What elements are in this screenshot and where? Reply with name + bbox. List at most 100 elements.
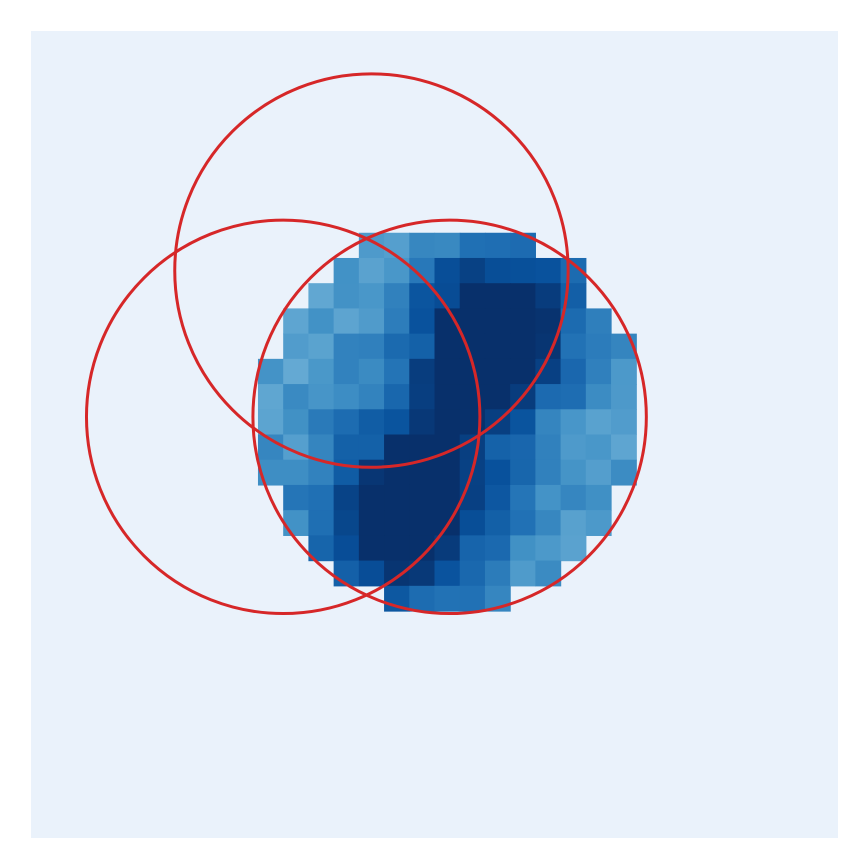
plot-area — [31, 31, 838, 838]
heatmap-cell — [333, 510, 360, 536]
heatmap-cell — [434, 585, 461, 612]
heatmap-cell — [358, 560, 385, 587]
heatmap-cell — [585, 308, 612, 335]
heatmap-cell — [585, 333, 612, 360]
heatmap-cell — [459, 585, 486, 612]
heatmap-cell — [384, 333, 410, 360]
heatmap-cell — [510, 409, 536, 436]
heatmap-cell — [409, 484, 436, 511]
heatmap-cell — [384, 358, 410, 385]
heatmap-cell — [384, 283, 410, 310]
heatmap-cell — [459, 257, 486, 284]
heatmap-cell — [384, 484, 410, 511]
heatmap-cell — [484, 358, 511, 385]
heatmap-cell — [333, 434, 360, 461]
heatmap-cell — [358, 459, 385, 486]
heatmap-cell — [535, 257, 562, 284]
heatmap-cell — [535, 409, 562, 436]
heatmap-cell — [384, 232, 410, 259]
heatmap-cell — [384, 384, 410, 410]
heatmap-cell — [560, 434, 587, 461]
heatmap-cell — [358, 535, 385, 562]
heatmap-cell — [560, 535, 587, 562]
heatmap-cell — [434, 409, 461, 436]
heatmap-cell — [484, 257, 511, 284]
heatmap-cell — [484, 560, 511, 587]
heatmap-cell — [535, 484, 562, 511]
heatmap-cell — [409, 384, 436, 410]
heatmap-cell — [434, 459, 461, 486]
heatmap-cell — [283, 333, 310, 360]
heatmap-cell — [358, 384, 385, 410]
heatmap-cell — [257, 409, 284, 436]
heatmap-cell — [358, 308, 385, 335]
heatmap-cell — [358, 283, 385, 310]
heatmap-cell — [585, 484, 612, 511]
heatmap-cell — [459, 510, 486, 536]
heatmap-cell — [308, 308, 335, 335]
heatmap-cell — [333, 484, 360, 511]
heatmap-cell — [484, 434, 511, 461]
heatmap-cell — [283, 384, 310, 410]
heatmap-cell — [333, 257, 360, 284]
heatmap-cell — [283, 484, 310, 511]
heatmap-cell — [585, 434, 612, 461]
heatmap-cell — [560, 358, 587, 385]
heatmap-cell — [434, 333, 461, 360]
heatmap-cell — [308, 409, 335, 436]
heatmap-cell — [510, 484, 536, 511]
heatmap-cell — [459, 409, 486, 436]
heatmap-cell — [484, 308, 511, 335]
heatmap-cell — [308, 358, 335, 385]
heatmap-cell — [510, 257, 536, 284]
heatmap-cell — [560, 459, 587, 486]
heatmap-cell — [585, 384, 612, 410]
circle-overlay-1 — [173, 72, 570, 469]
heatmap-cell — [510, 434, 536, 461]
heatmap-cell — [585, 510, 612, 536]
heatmap-cell — [484, 283, 511, 310]
heatmap-cell — [560, 484, 587, 511]
heatmap-cell — [308, 484, 335, 511]
heatmap-cell — [510, 308, 536, 335]
heatmap-cell — [283, 358, 310, 385]
heatmap-cell — [308, 283, 335, 310]
heatmap-cell — [484, 232, 511, 259]
heatmap-cell — [283, 409, 310, 436]
heatmap-cell — [510, 535, 536, 562]
heatmap-cell — [459, 308, 486, 335]
heatmap-cell — [409, 434, 436, 461]
heatmap-cell — [535, 283, 562, 310]
heatmap-cell — [611, 434, 637, 461]
heatmap-cell — [358, 333, 385, 360]
heatmap-cell — [409, 308, 436, 335]
heatmap-cell — [459, 560, 486, 587]
heatmap-cell — [333, 535, 360, 562]
heatmap-cell — [333, 333, 360, 360]
heatmap-cell — [510, 459, 536, 486]
heatmap-cell — [434, 257, 461, 284]
heatmap-cell — [409, 585, 436, 612]
heatmap-cell — [333, 358, 360, 385]
heatmap-cell — [409, 333, 436, 360]
heatmap-cell — [333, 283, 360, 310]
heatmap-cell — [459, 535, 486, 562]
heatmap-cell — [283, 308, 310, 335]
circle-overlay-3 — [251, 218, 648, 616]
heatmap-cell — [535, 510, 562, 536]
heatmap-cell — [560, 409, 587, 436]
heatmap-cell — [510, 358, 536, 385]
heatmap-cell — [611, 459, 637, 486]
heatmap-cell — [484, 510, 511, 536]
heatmap-cell — [384, 535, 410, 562]
heatmap-cell — [535, 535, 562, 562]
heatmap-cell — [459, 232, 486, 259]
heatmap-cell — [510, 560, 536, 587]
heatmap-cell — [434, 384, 461, 410]
heatmap-cell — [333, 560, 360, 587]
heatmap-cell — [283, 459, 310, 486]
heatmap-cell — [484, 535, 511, 562]
heatmap-cell — [434, 358, 461, 385]
heatmap-cell — [510, 510, 536, 536]
